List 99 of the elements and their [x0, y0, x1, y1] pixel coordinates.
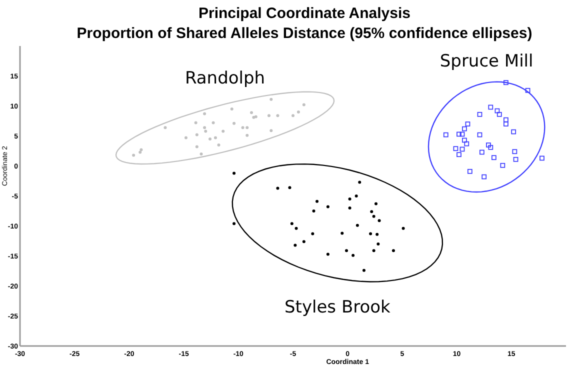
point — [302, 240, 306, 244]
point — [358, 180, 362, 184]
point — [276, 186, 280, 190]
point — [302, 103, 306, 106]
point — [204, 130, 208, 133]
point — [491, 155, 496, 160]
point — [270, 129, 273, 132]
point — [354, 194, 358, 198]
point — [465, 122, 470, 126]
series-label: Randolph — [184, 68, 266, 88]
series-label: Spruce Mill — [440, 52, 534, 72]
point — [443, 132, 448, 138]
point — [372, 249, 376, 252]
point — [496, 112, 502, 117]
point — [246, 134, 249, 137]
point — [270, 98, 273, 101]
point — [462, 138, 467, 143]
chart-title: Principal Coordinate Analysis — [198, 5, 410, 22]
point — [460, 132, 465, 137]
point — [292, 114, 294, 118]
point — [376, 232, 379, 236]
point — [453, 146, 458, 152]
point — [340, 232, 344, 235]
point — [232, 122, 236, 125]
point — [312, 210, 316, 212]
point — [230, 108, 234, 110]
point — [352, 254, 355, 257]
point — [486, 142, 491, 148]
point — [288, 186, 292, 190]
point — [241, 126, 244, 130]
point — [254, 115, 258, 118]
point — [138, 150, 142, 154]
point — [402, 226, 405, 230]
point — [464, 141, 470, 146]
point — [250, 111, 254, 114]
point — [503, 80, 508, 86]
point — [374, 202, 378, 206]
point — [356, 224, 359, 227]
point — [479, 150, 484, 155]
point — [214, 136, 217, 140]
point — [195, 133, 198, 136]
point — [462, 126, 467, 132]
point — [184, 136, 188, 140]
point — [252, 116, 256, 119]
point — [500, 162, 506, 168]
point — [494, 108, 500, 114]
point — [512, 149, 518, 154]
point — [294, 226, 298, 230]
point — [217, 144, 220, 146]
point — [296, 110, 300, 114]
point — [140, 148, 143, 152]
point — [477, 132, 482, 138]
point — [503, 122, 508, 126]
point — [456, 132, 462, 137]
point — [222, 130, 225, 133]
point — [482, 174, 487, 180]
point — [203, 112, 206, 116]
point — [246, 126, 249, 130]
point — [392, 249, 395, 252]
point — [164, 126, 167, 130]
text: Styles Brook — [284, 297, 391, 318]
point — [456, 152, 462, 158]
point — [488, 104, 494, 110]
point — [540, 156, 544, 161]
point — [348, 206, 352, 210]
point — [460, 146, 465, 152]
point — [132, 154, 136, 157]
point — [276, 114, 280, 118]
point — [372, 214, 376, 218]
point — [195, 145, 198, 148]
point — [488, 144, 494, 150]
point — [369, 232, 372, 236]
point — [348, 198, 352, 200]
point — [203, 126, 206, 130]
point — [376, 242, 380, 246]
point — [525, 88, 530, 93]
point — [326, 252, 330, 256]
chart-subtitle: Proportion of Shared Alleles Distance (95% confidence ellipses) — [76, 25, 532, 42]
point — [345, 249, 348, 252]
point — [503, 117, 508, 122]
point — [212, 121, 215, 124]
point — [232, 172, 236, 175]
point — [477, 112, 482, 117]
point — [232, 222, 236, 226]
point — [267, 114, 270, 118]
point — [316, 200, 319, 203]
point — [370, 210, 374, 214]
point — [194, 121, 198, 124]
point — [513, 156, 518, 162]
point — [208, 138, 212, 140]
point — [290, 222, 294, 226]
point — [362, 268, 366, 272]
point — [311, 232, 314, 236]
point — [200, 152, 203, 156]
point — [378, 219, 381, 222]
point — [467, 168, 472, 174]
point — [294, 244, 297, 247]
point — [511, 129, 516, 134]
point — [326, 205, 330, 208]
